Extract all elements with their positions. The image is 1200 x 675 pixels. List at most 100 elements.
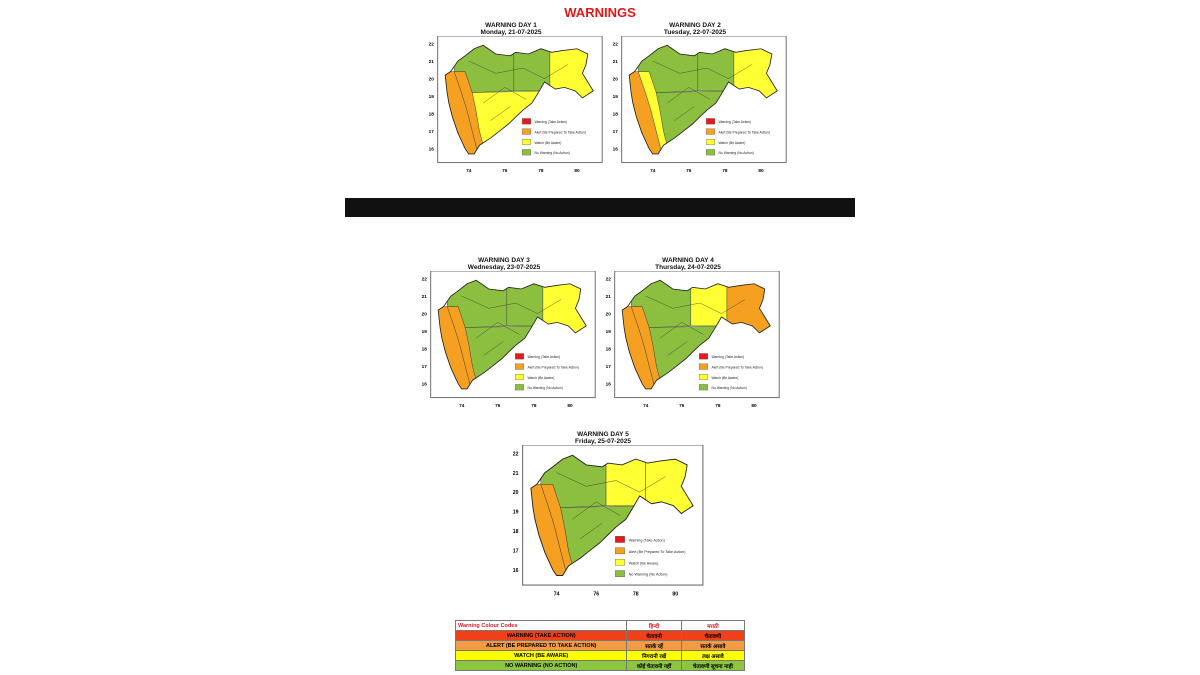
x-tick-label: 76 (495, 403, 501, 408)
y-tick-label: 21 (513, 471, 519, 477)
y-tick-label: 19 (513, 510, 519, 516)
y-tick-label: 20 (429, 76, 435, 81)
x-tick-label: 74 (459, 403, 465, 408)
legend-swatch (615, 558, 625, 566)
legend-label: No Warning (No Action) (629, 573, 668, 577)
y-tick-label: 19 (429, 94, 435, 99)
y-tick-label: 17 (606, 364, 612, 369)
legend-label: No Warning (No Action) (535, 151, 570, 155)
legend-label: Watch (Be Aware) (712, 376, 739, 380)
warning-colour-codes-table: Warning Colour Codes हिन्दी मराठी WARNIN… (454, 620, 746, 671)
y-tick-label: 18 (613, 112, 619, 117)
legend-swatch (699, 373, 708, 380)
legend-swatch (706, 128, 715, 135)
x-tick-label: 74 (466, 168, 472, 173)
legend-label: Warning (Take Action) (528, 355, 561, 359)
table-row: NO WARNING (NO ACTION) कोई चेतावनी नहीं चे… (454, 660, 746, 671)
x-tick-label: 78 (722, 168, 728, 173)
x-tick-label: 78 (633, 591, 639, 597)
legend-label: Alert (Be Prepared To Take Action) (629, 550, 686, 554)
map-date: Wednesday, 23-07-2025 (467, 264, 541, 271)
table-row: ALERT (BE PREPARED TO TAKE ACTION) सतर्क … (454, 640, 746, 651)
legend-swatch (699, 353, 708, 360)
y-tick-label: 20 (606, 311, 612, 316)
y-tick-label: 22 (613, 41, 619, 46)
y-tick-label: 17 (613, 129, 619, 134)
table-header-row: Warning Colour Codes हिन्दी मराठी (454, 620, 746, 631)
x-tick-label: 80 (567, 403, 573, 408)
y-tick-label: 19 (422, 329, 428, 334)
y-tick-label: 18 (429, 112, 435, 117)
map-title: WARNING DAY 4 (662, 257, 714, 264)
x-tick-label: 80 (574, 168, 580, 173)
map-date: Tuesday, 22-07-2025 (663, 29, 727, 36)
legend-label: Warning (Take Action) (535, 120, 568, 124)
table-cell: चेतावणी (680, 630, 746, 641)
warning-map-day-2: WARNING DAY 2 Tuesday, 22-07-2025 74 76 78 8… (601, 22, 789, 186)
legend-swatch (515, 353, 524, 360)
legend-swatch (615, 536, 625, 543)
warning-map-day-3: WARNING DAY 3 Wednesday, 23-07-2025 74 76 7… (410, 257, 598, 421)
x-tick-label: 78 (538, 168, 544, 173)
legend-swatch (515, 384, 524, 391)
legend-label: Warning (Take Action) (629, 538, 665, 542)
y-tick-label: 16 (613, 147, 619, 152)
legend-swatch (515, 373, 524, 380)
table-row: WATCH (BE AWARE) निगरानी रखें लक्ष असावे (454, 650, 746, 661)
legend-label: Alert (Be Prepared To Take Action) (719, 131, 770, 135)
map-plot: 74 76 78 80 22 21 20 19 18 17 16 Warning (Take Acti… (606, 271, 780, 408)
legend-label: Watch (Be Aware) (629, 561, 659, 565)
warning-map-day-1: WARNING DAY 1 Monday, 21-07-2025 74 76 78 80… (417, 22, 605, 186)
x-tick-label: 76 (679, 403, 685, 408)
legend-label: Alert (Be Prepared To Take Action) (535, 131, 586, 135)
y-tick-label: 21 (606, 294, 612, 299)
state-outline (628, 44, 778, 155)
state-outline (621, 279, 771, 390)
y-tick-label: 22 (422, 276, 428, 281)
warning-map-day-4: WARNING DAY 4 Thursday, 24-07-2025 74 76 78… (594, 257, 782, 421)
y-tick-label: 20 (422, 311, 428, 316)
y-tick-label: 16 (429, 147, 435, 152)
x-tick-label: 80 (672, 591, 678, 597)
legend-label: Watch (Be Aware) (528, 376, 555, 380)
y-tick-label: 22 (606, 276, 612, 281)
legend-label: No Warning (No Action) (712, 386, 747, 390)
x-tick-label: 74 (643, 403, 649, 408)
y-tick-label: 17 (422, 364, 428, 369)
legend-label: Watch (Be Aware) (719, 141, 746, 145)
state-outline (530, 454, 694, 576)
table-cell: चेतावनी (626, 630, 682, 641)
x-tick-label: 80 (751, 403, 757, 408)
x-tick-label: 78 (531, 403, 537, 408)
map-date: Monday, 21-07-2025 (480, 29, 542, 36)
legend-label: Warning (Take Action) (719, 120, 752, 124)
y-tick-label: 16 (422, 382, 428, 387)
y-tick-label: 17 (513, 548, 519, 554)
y-tick-label: 22 (429, 41, 435, 46)
y-tick-label: 18 (422, 347, 428, 352)
legend-swatch (699, 363, 708, 370)
map-plot: 74 76 78 80 22 21 20 19 18 17 16 Warning (Take Acti… (513, 445, 704, 597)
table-header: हिन्दी (626, 620, 682, 631)
table-cell: WATCH (BE AWARE) (454, 650, 628, 661)
table-cell: कोई चेतावनी नहीं (626, 660, 682, 671)
legend-swatch (706, 118, 715, 125)
legend-label: Watch (Be Aware) (535, 141, 562, 145)
table-cell: निगरानी रखें (626, 650, 682, 661)
legend-swatch (615, 547, 625, 555)
y-tick-label: 22 (513, 451, 519, 457)
y-tick-label: 21 (422, 294, 428, 299)
legend-label: Alert (Be Prepared To Take Action) (528, 366, 579, 370)
map-plot: 74 76 78 80 22 21 20 19 18 17 16 Warning (Take Acti… (422, 271, 596, 408)
legend-swatch (706, 138, 715, 145)
legend-swatch (699, 384, 708, 391)
legend-swatch (706, 149, 715, 156)
table-header: Warning Colour Codes (454, 620, 628, 631)
legend-label: No Warning (No Action) (719, 151, 754, 155)
legend-swatch (522, 128, 531, 135)
map-title: WARNING DAY 5 (577, 431, 629, 438)
divider-bar (345, 198, 855, 217)
x-tick-label: 76 (593, 591, 599, 597)
warning-map-day-5: WARNING DAY 5 Friday, 25-07-2025 74 76 78 80… (500, 431, 706, 611)
y-tick-label: 20 (513, 490, 519, 496)
